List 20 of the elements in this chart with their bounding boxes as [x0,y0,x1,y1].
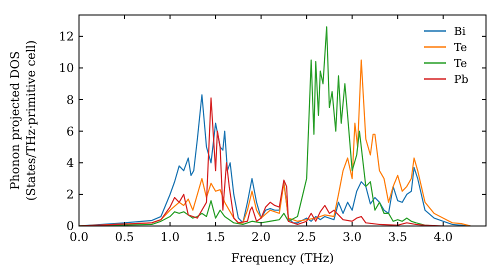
y-axis-title: Phonon projected DOS (States/THz·primitive cell) [8,40,38,201]
legend-label: Pb [454,72,468,86]
legend-label: Te [454,56,467,70]
y-tick-label: 12 [58,30,74,44]
x-tick-label: 1.0 [160,230,180,244]
y-tick-label: 4 [66,156,74,170]
y-tick-label: 6 [66,124,74,138]
x-tick-label: 2.0 [252,230,271,244]
x-tick-label: 2.5 [297,230,316,244]
legend-label: Te [454,40,467,54]
x-tick-label: 3.0 [342,230,362,244]
y-tick-label: 10 [58,61,74,76]
legend-label: Bi [454,24,466,38]
x-tick-label: 4.0 [434,230,453,244]
x-axis-title: Frequency (THz) [231,251,334,265]
y-tick-label: 2 [66,188,74,202]
x-tick-label: 0.5 [114,230,134,244]
x-tick-label: 3.5 [388,230,408,244]
x-tick-label: 1.5 [206,230,226,244]
y-tick-label: 8 [66,92,74,107]
